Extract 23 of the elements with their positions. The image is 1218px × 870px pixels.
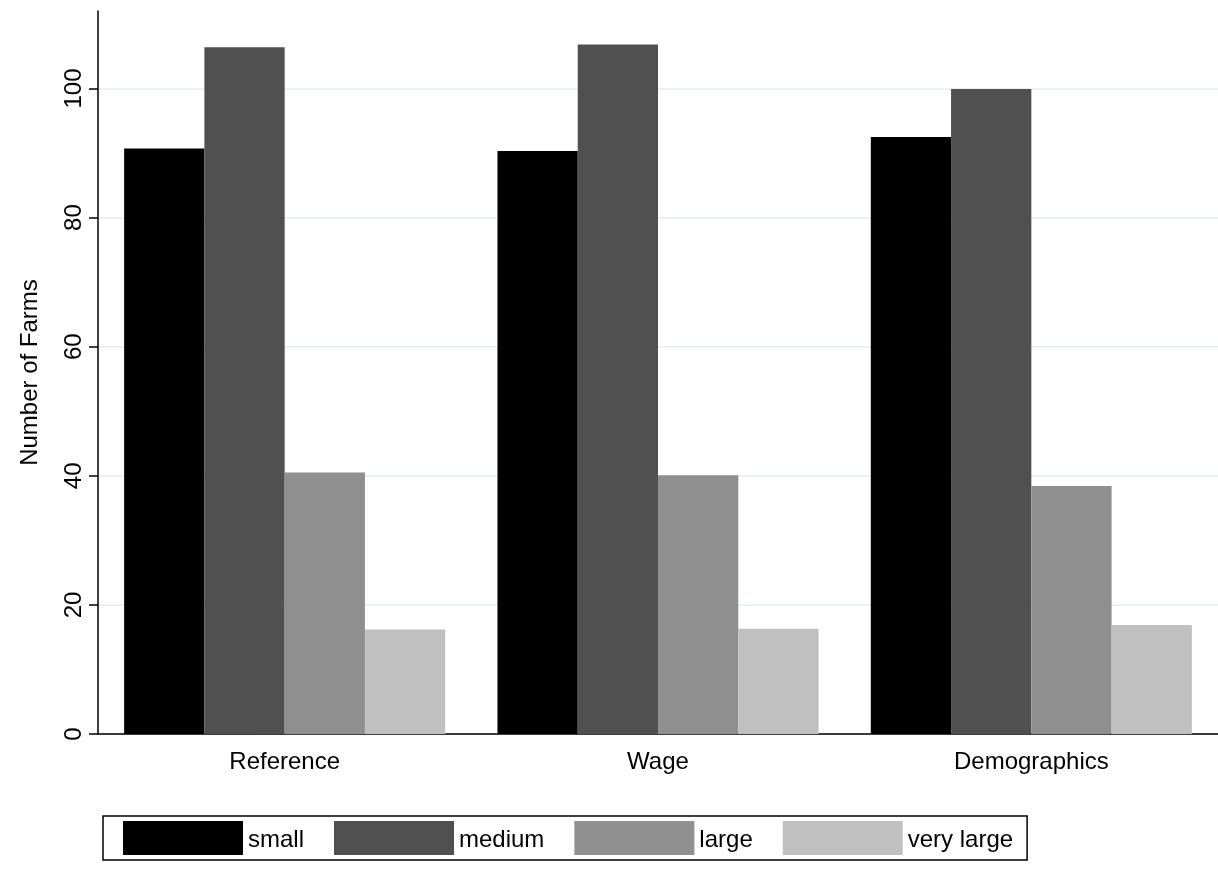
y-tick-label: 80	[58, 204, 86, 231]
y-tick-label: 100	[58, 68, 86, 109]
bar	[577, 44, 658, 734]
legend-label: medium	[459, 824, 545, 852]
y-tick-label: 20	[58, 591, 86, 619]
legend-label: very large	[907, 824, 1014, 852]
bar	[204, 47, 285, 734]
y-tick-label: 60	[58, 333, 86, 361]
x-tick-label: Wage	[627, 746, 689, 774]
bar	[284, 472, 365, 734]
y-axis-title: Number of Farms	[14, 279, 42, 466]
bar	[951, 89, 1032, 734]
legend-label: small	[248, 824, 305, 852]
bar	[1111, 624, 1192, 734]
x-tick-label: Reference	[229, 746, 341, 774]
y-tick-label: 40	[58, 462, 86, 490]
bar	[364, 629, 446, 734]
y-tick-label: 0	[58, 727, 86, 741]
legend-label: large	[699, 824, 753, 852]
bar	[658, 475, 739, 734]
bar	[738, 628, 819, 734]
x-tick-label: Demographics	[953, 746, 1109, 774]
bar	[1031, 486, 1112, 734]
